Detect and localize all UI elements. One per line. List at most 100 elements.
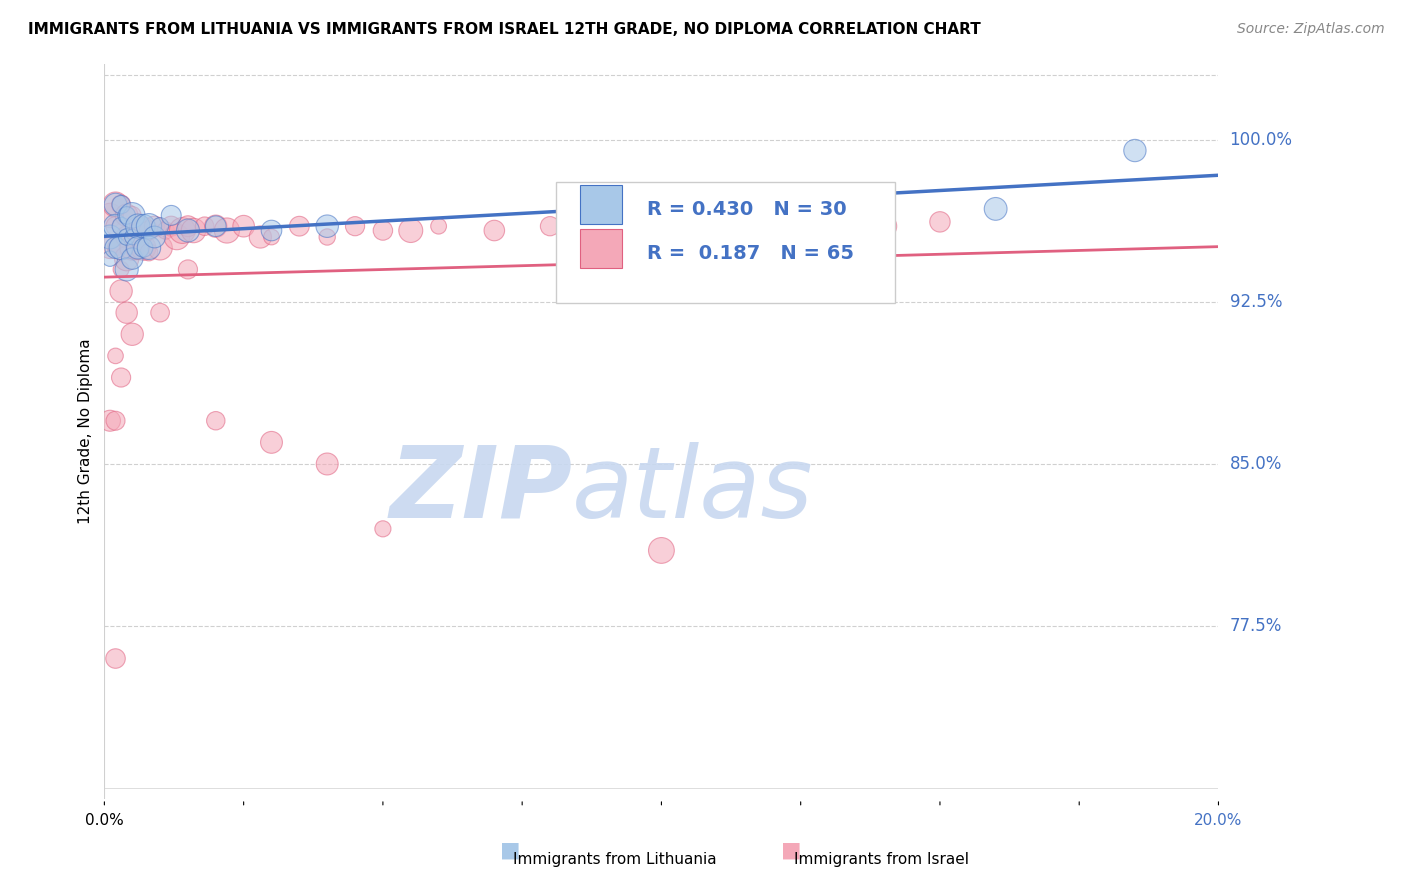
Point <box>98 241 121 255</box>
Point <box>115 208 138 222</box>
Point <box>104 241 127 255</box>
Point <box>110 197 132 211</box>
Point <box>929 215 952 229</box>
Point <box>817 208 839 222</box>
Text: ZIP: ZIP <box>389 442 572 539</box>
Point <box>172 223 194 237</box>
Point <box>121 252 143 266</box>
Point <box>650 223 672 237</box>
Point <box>110 370 132 384</box>
Point <box>110 219 132 234</box>
Point <box>110 241 132 255</box>
Point <box>104 651 127 665</box>
Point <box>98 414 121 428</box>
Point <box>215 223 238 237</box>
Point <box>260 230 283 244</box>
Point <box>371 522 394 536</box>
Point <box>183 223 205 237</box>
Point <box>204 219 226 234</box>
Point <box>138 219 160 234</box>
Point <box>149 241 172 255</box>
Point <box>762 219 785 234</box>
Point <box>132 241 155 255</box>
Text: R = 0.430   N = 30: R = 0.430 N = 30 <box>647 200 846 219</box>
Point <box>138 245 160 260</box>
Point <box>427 219 450 234</box>
Point <box>249 230 271 244</box>
Point <box>104 197 127 211</box>
Point <box>177 219 200 234</box>
Point <box>232 219 254 234</box>
Point <box>110 284 132 298</box>
Point <box>127 219 149 234</box>
Point <box>121 208 143 222</box>
Point <box>316 230 339 244</box>
Point <box>650 219 672 234</box>
Point <box>1123 144 1146 158</box>
FancyBboxPatch shape <box>581 229 623 268</box>
Point <box>177 223 200 237</box>
Point <box>104 349 127 363</box>
Point <box>149 306 172 320</box>
Point <box>155 223 177 237</box>
Point <box>115 208 138 222</box>
Point <box>104 241 127 255</box>
Point <box>104 219 127 234</box>
Point <box>127 241 149 255</box>
Point <box>115 230 138 244</box>
Point <box>143 230 166 244</box>
Text: R =  0.187   N = 65: R = 0.187 N = 65 <box>647 244 853 263</box>
Point <box>104 414 127 428</box>
Point <box>984 202 1007 216</box>
Point <box>132 219 155 234</box>
Text: Source: ZipAtlas.com: Source: ZipAtlas.com <box>1237 22 1385 37</box>
Point <box>115 230 138 244</box>
Point <box>160 208 183 222</box>
Text: IMMIGRANTS FROM LITHUANIA VS IMMIGRANTS FROM ISRAEL 12TH GRADE, NO DIPLOMA CORRE: IMMIGRANTS FROM LITHUANIA VS IMMIGRANTS … <box>28 22 981 37</box>
Point <box>121 208 143 222</box>
Point <box>138 241 160 255</box>
Point <box>127 219 149 234</box>
Point <box>98 252 121 266</box>
Text: Immigrants from Israel: Immigrants from Israel <box>794 852 969 867</box>
Point <box>121 230 143 244</box>
Point <box>110 197 132 211</box>
Text: ▪: ▪ <box>499 834 522 867</box>
Point <box>344 219 367 234</box>
Point <box>115 306 138 320</box>
Point <box>98 230 121 244</box>
Point <box>650 543 672 558</box>
Point <box>121 241 143 255</box>
Point <box>204 219 226 234</box>
Point <box>132 241 155 255</box>
FancyBboxPatch shape <box>581 186 623 224</box>
FancyBboxPatch shape <box>555 182 896 303</box>
Point <box>371 223 394 237</box>
Point <box>138 223 160 237</box>
Text: 92.5%: 92.5% <box>1230 293 1282 310</box>
Point <box>484 223 506 237</box>
Point <box>288 219 311 234</box>
Point <box>104 219 127 234</box>
Text: 85.0%: 85.0% <box>1230 455 1282 473</box>
Text: 77.5%: 77.5% <box>1230 617 1282 635</box>
Point <box>399 223 422 237</box>
Point <box>98 208 121 222</box>
Point <box>132 219 155 234</box>
Point <box>316 457 339 471</box>
Point <box>873 219 896 234</box>
Text: atlas: atlas <box>572 442 814 539</box>
Point <box>110 241 132 255</box>
Point <box>110 262 132 277</box>
Point <box>143 219 166 234</box>
Point <box>204 414 226 428</box>
Text: 20.0%: 20.0% <box>1194 813 1243 828</box>
Point <box>127 241 149 255</box>
Point <box>260 223 283 237</box>
Point <box>316 219 339 234</box>
Point <box>115 252 138 266</box>
Point <box>260 435 283 450</box>
Point <box>149 219 172 234</box>
Text: Immigrants from Lithuania: Immigrants from Lithuania <box>513 852 717 867</box>
Point <box>110 219 132 234</box>
